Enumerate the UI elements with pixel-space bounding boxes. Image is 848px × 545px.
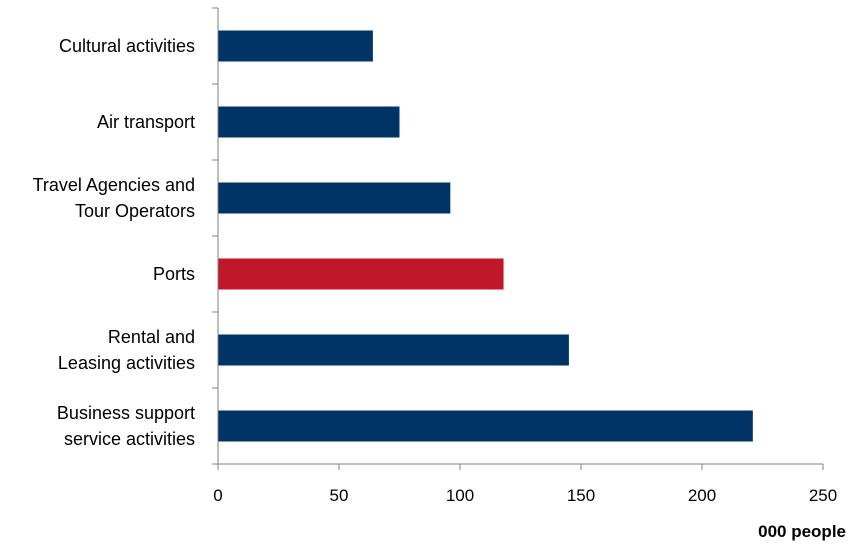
x-tick-label: 150	[567, 486, 595, 505]
axes-group	[212, 7, 823, 465]
category-label-line: Tour Operators	[75, 201, 195, 221]
category-label-line: Business support	[57, 403, 195, 423]
x-axis-title: 000 people	[758, 522, 846, 541]
category-label-line: Leasing activities	[58, 353, 195, 373]
bars-group	[218, 30, 753, 442]
category-label-line: service activities	[64, 429, 195, 449]
category-label-5: Cultural activities	[59, 36, 195, 56]
bar-1	[218, 334, 569, 366]
category-label-0: Business support service activities	[57, 403, 195, 449]
bar-0	[218, 410, 753, 442]
category-label-line: Air transport	[97, 112, 195, 132]
category-labels: Business support service activities Rental…	[33, 36, 195, 449]
x-tick-label: 200	[688, 486, 716, 505]
category-label-4: Air transport	[97, 112, 195, 132]
category-label-line: Rental and	[108, 327, 195, 347]
category-label-line: Travel Agencies and	[33, 175, 195, 195]
x-tick-label: 50	[330, 486, 349, 505]
category-label-1: Rental and Leasing activities	[58, 327, 195, 373]
category-label-3: Travel Agencies and Tour Operators	[33, 175, 195, 221]
x-tick-label: 0	[213, 486, 222, 505]
category-label-line: Ports	[153, 264, 195, 284]
x-tick-label: 100	[446, 486, 474, 505]
bar-4	[218, 106, 400, 138]
bar-2	[218, 258, 504, 290]
bar-5	[218, 30, 373, 62]
category-label-line: Cultural activities	[59, 36, 195, 56]
category-label-2: Ports	[153, 264, 195, 284]
x-ticks-group: 0 50 100 150 200 250	[213, 464, 837, 505]
bar-3	[218, 182, 451, 214]
x-tick-label: 250	[809, 486, 837, 505]
